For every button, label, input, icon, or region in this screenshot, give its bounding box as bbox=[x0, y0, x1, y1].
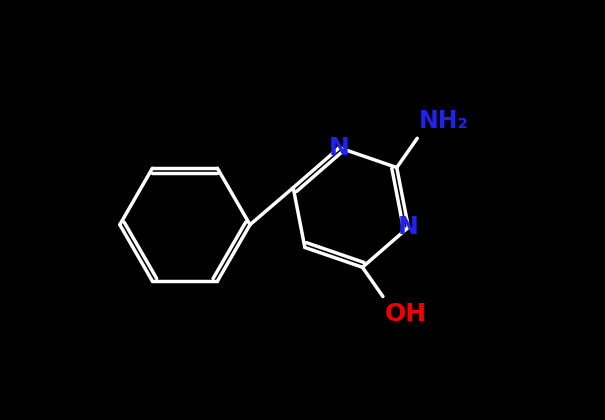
Text: N: N bbox=[329, 136, 350, 160]
Text: OH: OH bbox=[385, 302, 427, 326]
Text: NH₂: NH₂ bbox=[419, 109, 469, 133]
Text: N: N bbox=[398, 215, 419, 239]
